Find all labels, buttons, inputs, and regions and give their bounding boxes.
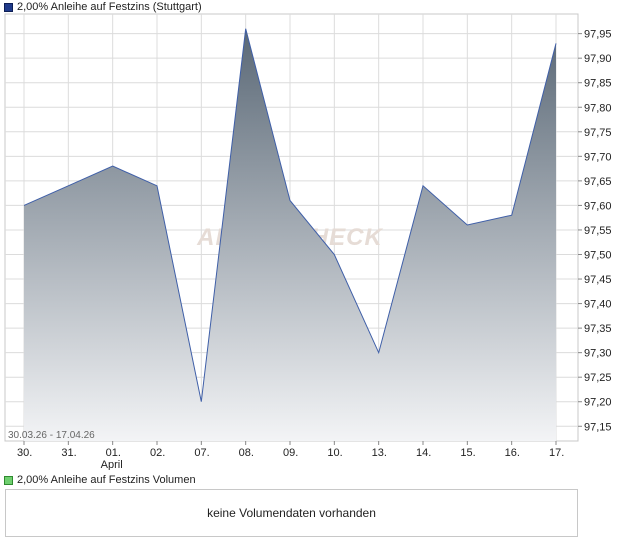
price-legend-swatch — [4, 2, 13, 12]
y-tick-label: 97,20 — [584, 397, 612, 409]
x-axis: 30. 31. 01.April 02. 07. 08. 09. 10. 13. 14. 15. 16… — [17, 441, 564, 470]
volume-panel: keine Volumendaten vorhanden — [5, 489, 578, 537]
y-tick-label: 97,75 — [584, 127, 612, 139]
x-tick-label: 01. — [106, 447, 121, 459]
y-tick-label: 97,80 — [584, 102, 612, 114]
y-tick-label: 97,90 — [584, 53, 612, 65]
volume-legend-swatch — [4, 475, 13, 485]
date-range-label: 30.03.26 - 17.04.26 — [8, 430, 95, 441]
volume-legend-label: 2,00% Anleihe auf Festzins Volumen — [17, 474, 196, 486]
y-tick-label: 97,65 — [584, 176, 612, 188]
y-axis: 97,15 97,20 97,25 97,30 97,35 97,40 97,45 97,50… — [578, 29, 612, 433]
x-tick-label: 13. — [372, 447, 387, 459]
x-tick-label: 30. — [17, 447, 32, 459]
y-tick-label: 97,95 — [584, 29, 612, 41]
x-tick-label: 15. — [460, 447, 475, 459]
x-tick-label: 02. — [150, 447, 165, 459]
x-tick-label: 31. — [61, 447, 76, 459]
x-tick-label: 08. — [239, 447, 254, 459]
price-legend: 2,00% Anleihe auf Festzins (Stuttgart) — [4, 1, 202, 13]
volume-empty-message: keine Volumendaten vorhanden — [207, 506, 376, 520]
y-tick-label: 97,35 — [584, 323, 612, 335]
y-tick-label: 97,30 — [584, 348, 612, 360]
price-area — [24, 28, 556, 441]
y-tick-label: 97,60 — [584, 200, 612, 212]
y-tick-label: 97,50 — [584, 249, 612, 261]
price-chart: AKTIENCHECK 97,1597,2097,2597,3097,3597,… — [4, 13, 612, 470]
y-tick-label: 97,85 — [584, 78, 612, 90]
x-tick-label: 07. — [194, 447, 209, 459]
price-legend-label: 2,00% Anleihe auf Festzins (Stuttgart) — [17, 1, 202, 13]
x-tick-sublabel: April — [101, 459, 123, 470]
x-tick-label: 10. — [327, 447, 342, 459]
y-tick-label: 97,55 — [584, 225, 612, 237]
y-tick-label: 97,25 — [584, 372, 612, 384]
y-tick-label: 97,45 — [584, 274, 612, 286]
y-tick-label: 97,15 — [584, 421, 612, 433]
x-tick-label: 17. — [549, 447, 564, 459]
price-line — [23, 28, 557, 402]
x-tick-label: 09. — [283, 447, 298, 459]
volume-legend: 2,00% Anleihe auf Festzins Volumen — [4, 474, 196, 486]
x-tick-label: 14. — [416, 447, 431, 459]
y-tick-label: 97,70 — [584, 151, 612, 163]
y-tick-label: 97,40 — [584, 299, 612, 311]
x-tick-label: 16. — [505, 447, 520, 459]
